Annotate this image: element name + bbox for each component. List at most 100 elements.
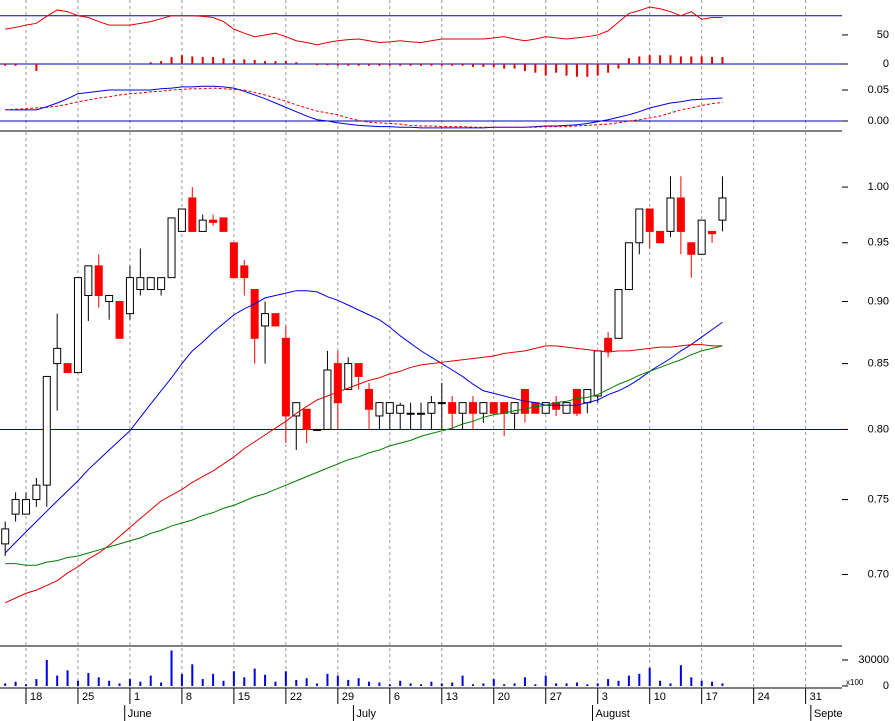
- volume-bar: [482, 683, 485, 686]
- candle-body: [333, 363, 342, 404]
- histogram-bar: [316, 64, 319, 66]
- y-tick-label: 0.05: [868, 84, 889, 96]
- candle-body: [541, 402, 550, 414]
- candle-body: [240, 265, 249, 279]
- histogram-bar: [347, 64, 350, 66]
- histogram-bar: [586, 64, 589, 77]
- volume-bar: [440, 683, 443, 686]
- volume-bar: [295, 679, 298, 686]
- x-tick-label: 3: [602, 691, 608, 703]
- histogram-bar: [440, 64, 443, 66]
- volume-bar: [232, 671, 235, 686]
- histogram-bar: [232, 59, 235, 64]
- volume-bar: [357, 678, 360, 686]
- histogram-bar: [160, 61, 163, 64]
- x-tick-label: 6: [394, 691, 400, 703]
- candle-body: [365, 388, 374, 410]
- volume-bar: [555, 683, 558, 686]
- volume-bar: [513, 683, 516, 686]
- y-tick-label: 0.95: [868, 237, 889, 249]
- x-tick-label: 17: [706, 691, 718, 703]
- volume-bar: [368, 681, 371, 686]
- volume-bar: [534, 684, 537, 686]
- candle-body: [94, 265, 103, 296]
- volume-bar: [56, 675, 59, 686]
- volume-bar: [378, 682, 381, 686]
- histogram-bar: [534, 64, 537, 73]
- histogram-bar: [326, 64, 329, 66]
- candle-body: [209, 219, 218, 223]
- volume-bar: [170, 650, 173, 686]
- candle-body: [697, 219, 706, 255]
- candle-body: [583, 388, 592, 404]
- volume-bar: [544, 675, 547, 686]
- histogram-bar: [284, 61, 287, 64]
- x-tick-label: 24: [758, 691, 770, 703]
- histogram-bar: [399, 64, 402, 66]
- volume-bar: [461, 675, 464, 686]
- candle-body: [292, 402, 301, 417]
- candle-body: [42, 375, 51, 486]
- y-tick-label: 0: [883, 58, 889, 70]
- histogram-bar: [264, 61, 267, 64]
- candle-body: [500, 402, 509, 414]
- x-tick-label: 27: [550, 691, 562, 703]
- volume-bar: [388, 684, 391, 686]
- x-tick-label: 18: [30, 691, 42, 703]
- candle-body: [448, 402, 457, 414]
- x-tick-label: 25: [82, 691, 94, 703]
- volume-bar: [399, 680, 402, 686]
- volume-bar: [700, 680, 703, 686]
- y-tick-label: 0.80: [868, 423, 889, 435]
- volume-bar: [45, 659, 48, 686]
- histogram-bar: [565, 64, 568, 76]
- histogram-bar: [201, 57, 204, 64]
- volume-bar: [97, 677, 100, 686]
- candle-body: [437, 402, 446, 405]
- volume-bar: [690, 677, 693, 686]
- y-tick-label: 0.85: [868, 357, 889, 369]
- histogram-bar: [35, 64, 38, 71]
- candle-body: [323, 369, 332, 430]
- candle-body: [593, 350, 602, 397]
- indicator-line: [5, 6, 723, 46]
- x-tick-label: 31: [810, 691, 822, 703]
- indicator-line: [4, 344, 723, 604]
- x-tick-label: 20: [498, 691, 510, 703]
- histogram-bar: [388, 64, 391, 66]
- volume-bar: [492, 679, 495, 686]
- volume-bar: [638, 673, 641, 686]
- histogram-bar: [523, 64, 526, 71]
- month-label: July: [356, 708, 376, 720]
- volume-bar: [451, 682, 454, 686]
- histogram-bar: [409, 64, 412, 66]
- candle-body: [572, 388, 581, 414]
- candle-body: [531, 402, 540, 414]
- volume-bar: [128, 679, 131, 686]
- candle-body: [53, 347, 62, 365]
- x-tick-label: 13: [446, 691, 458, 703]
- volume-bar: [575, 682, 578, 686]
- histogram-bar: [544, 64, 547, 76]
- volume-bar: [523, 677, 526, 686]
- candle-body: [614, 289, 623, 339]
- candle-body: [177, 208, 186, 232]
- candle-body: [479, 402, 488, 414]
- candle-body: [510, 402, 519, 414]
- volume-bar: [284, 671, 287, 686]
- histogram-bar: [617, 64, 620, 69]
- histogram-bar: [711, 57, 714, 64]
- candle-body: [84, 265, 93, 296]
- histogram-bar: [430, 64, 433, 66]
- histogram-bar: [378, 64, 381, 66]
- candle-body: [281, 337, 290, 417]
- volume-bar: [565, 683, 568, 686]
- candle-body: [167, 217, 176, 279]
- candle-body: [125, 277, 134, 315]
- histogram-bar: [575, 64, 578, 77]
- histogram-bar: [513, 64, 516, 69]
- candle-body: [302, 408, 311, 430]
- indicator-line: [4, 290, 723, 554]
- volume-bar: [305, 678, 308, 686]
